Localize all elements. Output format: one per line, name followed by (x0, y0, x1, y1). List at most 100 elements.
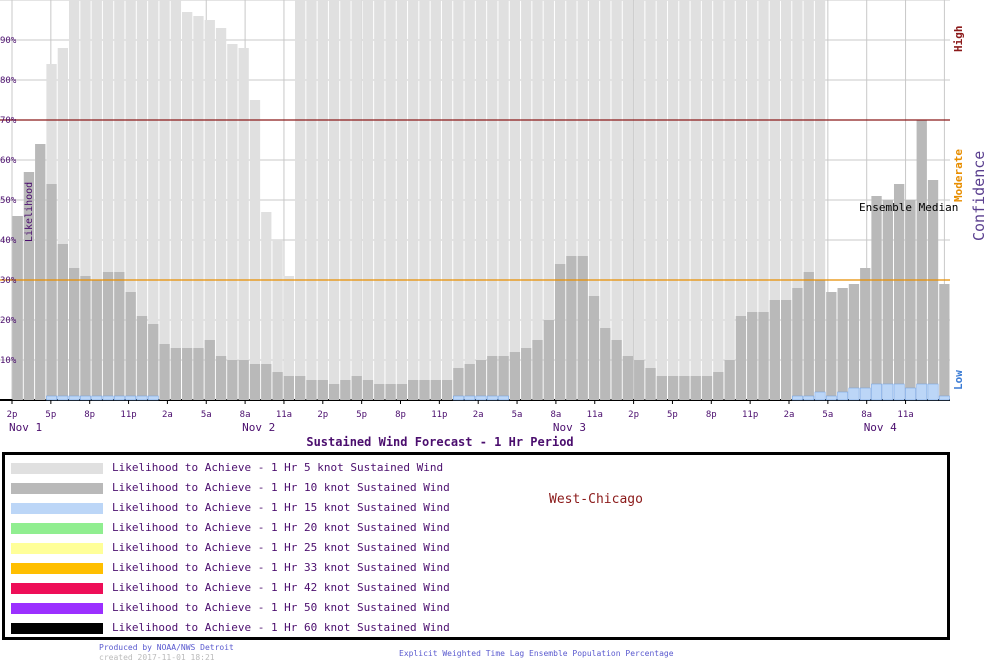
bar-series-1 (509, 352, 521, 400)
x-tick-label: 8a (861, 410, 872, 420)
bar-series-1 (328, 384, 340, 400)
bar-series-0 (747, 0, 758, 400)
bar-series-0 (249, 100, 261, 400)
bar-series-0 (713, 0, 724, 400)
bar-series-0 (498, 0, 509, 400)
bar-series-2 (814, 391, 826, 401)
bar-series-1 (35, 144, 46, 400)
bar-series-2 (57, 395, 69, 401)
bar-series-0 (758, 0, 769, 400)
bar-series-1 (430, 380, 441, 400)
bar-series-1 (521, 348, 532, 400)
bar-series-0 (283, 276, 295, 400)
bar-series-2 (464, 395, 476, 401)
bar-series-1 (566, 256, 577, 400)
bar-series-0 (600, 0, 611, 400)
bar-series-0 (487, 0, 498, 400)
bar-series-0 (148, 0, 159, 400)
bar-series-1 (419, 380, 430, 400)
bar-series-1 (69, 268, 80, 400)
bar-series-1 (487, 356, 498, 400)
bar-series-1 (690, 376, 701, 400)
bar-series-0 (441, 0, 453, 400)
bar-series-1 (724, 360, 735, 400)
bar-series-0 (159, 0, 170, 400)
bar-series-1 (882, 200, 893, 400)
created-timestamp: created 2017-11-01 18:21 (99, 653, 215, 662)
bar-series-1 (554, 264, 566, 400)
legend-swatch (11, 463, 103, 474)
x-tick-label: 2a (473, 410, 484, 420)
day-label: Nov 4 (864, 421, 897, 434)
x-tick-label: 11a (587, 410, 603, 420)
bar-series-1 (758, 312, 769, 400)
bar-series-1 (645, 368, 656, 400)
bar-series-2 (916, 383, 928, 401)
bar-series-1 (860, 268, 871, 400)
day-label: Nov 2 (242, 421, 275, 434)
bar-series-1 (351, 376, 362, 400)
bar-series-0 (792, 0, 803, 400)
bar-series-2 (46, 395, 57, 401)
x-tick-label: 2a (784, 410, 795, 420)
bar-series-2 (475, 395, 487, 401)
legend-swatch (11, 603, 103, 614)
bar-series-1 (916, 120, 927, 400)
legend-swatch (11, 543, 103, 554)
bar-series-0 (464, 0, 475, 400)
bar-series-2 (803, 395, 815, 401)
bar-series-1 (306, 380, 317, 400)
bar-series-0 (814, 0, 826, 400)
bar-series-2 (871, 383, 882, 401)
bar-series-1 (871, 196, 882, 400)
legend-label: Likelihood to Achieve - 1 Hr 25 knot Sus… (112, 541, 450, 554)
bar-series-1 (159, 344, 170, 400)
confidence-moderate-label: Moderate (952, 149, 965, 202)
bar-series-2 (882, 383, 894, 401)
x-tick-label: 11p (120, 410, 136, 420)
bar-series-2 (125, 395, 137, 401)
bar-series-0 (125, 0, 136, 400)
bar-series-1 (148, 324, 159, 400)
bar-series-0 (408, 0, 419, 400)
bar-series-0 (430, 0, 441, 400)
bar-series-1 (340, 380, 351, 400)
bar-series-2 (102, 395, 114, 401)
bar-series-0 (272, 240, 283, 400)
y-tick-label: 80% (0, 76, 17, 86)
location-label: West-Chicago (549, 492, 643, 507)
y-tick-label: 90% (0, 36, 17, 46)
bar-series-2 (837, 391, 849, 401)
bar-series-1 (114, 272, 125, 400)
bar-series-0 (453, 0, 464, 400)
y-tick-label: 40% (0, 236, 17, 246)
bar-series-1 (362, 380, 374, 400)
legend-label: Likelihood to Achieve - 1 Hr 33 knot Sus… (112, 561, 450, 574)
bar-series-1 (125, 292, 136, 400)
bar-series-1 (80, 276, 91, 400)
bar-series-1 (408, 380, 419, 400)
bar-series-0 (645, 0, 656, 400)
bar-series-1 (803, 272, 814, 400)
bar-series-1 (215, 356, 227, 400)
bar-series-0 (634, 0, 645, 400)
bar-series-1 (464, 364, 475, 400)
bar-series-1 (667, 376, 679, 400)
bar-series-0 (656, 0, 667, 400)
x-tick-label: 11p (431, 410, 447, 420)
x-tick-label: 8p (706, 410, 717, 420)
x-tick-label: 2p (628, 410, 639, 420)
bar-series-0 (170, 0, 182, 400)
legend-label: Likelihood to Achieve - 1 Hr 50 knot Sus… (112, 601, 450, 614)
bar-series-0 (679, 0, 690, 400)
bar-series-2 (498, 395, 510, 401)
bar-series-1 (23, 172, 35, 400)
x-tick-label: 8a (240, 410, 251, 420)
x-tick-label: 5a (822, 410, 833, 420)
bar-series-1 (826, 292, 837, 400)
bar-series-2 (825, 395, 837, 401)
day-labels: Nov 1 Nov 2 Nov 3 Nov 4 (9, 421, 897, 434)
bar-series-0 (193, 16, 204, 400)
bar-series-1 (780, 300, 792, 400)
bar-series-0 (735, 0, 747, 400)
